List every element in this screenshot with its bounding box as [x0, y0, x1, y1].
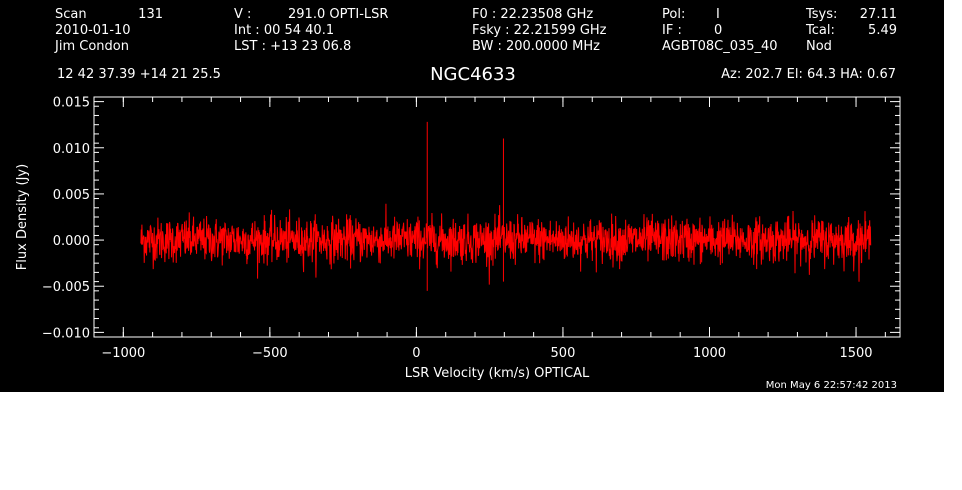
- integration-time: Int : 00 54 40.1: [234, 23, 334, 38]
- y-tick-label: −0.005: [42, 280, 90, 295]
- lst-value: LST : +13 23 06.8: [234, 39, 351, 54]
- if-label: IF :: [662, 23, 682, 38]
- x-tick-label: 500: [551, 346, 576, 361]
- x-axis: −1000 −500 0 500 1000 1500: [93, 97, 886, 361]
- spectrum-series: [140, 121, 872, 291]
- rest-frequency: F0 : 22.23508 GHz: [472, 7, 593, 22]
- scan-number: 131: [138, 7, 163, 22]
- tcal-label: Tcal:: [805, 23, 835, 38]
- project-id: AGBT08C_035_40: [662, 39, 778, 54]
- y-axis-label: Flux Density (Jy): [15, 164, 30, 270]
- y-tick-label: 0.000: [53, 234, 90, 249]
- spectrum-plot: Scan 131 2010-01-10 Jim Condon V : 291.0…: [15, 7, 901, 391]
- y-tick-label: 0.005: [53, 188, 90, 203]
- scan-label: Scan: [55, 7, 87, 22]
- plot-timestamp: Mon May 6 22:57:42 2013: [766, 380, 897, 391]
- tsys-label: Tsys:: [805, 7, 837, 22]
- x-tick-label: 1500: [839, 346, 872, 361]
- pol-value: I: [716, 7, 720, 22]
- chart-title: NGC4633: [430, 64, 516, 85]
- velocity-value: 291.0 OPTI-LSR: [288, 7, 388, 22]
- velocity-label: V :: [234, 7, 251, 22]
- observer-name: Jim Condon: [54, 39, 129, 54]
- y-tick-label: 0.010: [53, 142, 90, 157]
- y-tick-label: −0.010: [42, 326, 90, 341]
- tsys-value: 27.11: [860, 7, 897, 22]
- az-el-ha: Az: 202.7 El: 64.3 HA: 0.67: [721, 67, 896, 82]
- x-tick-label: 1000: [693, 346, 726, 361]
- tcal-value: 5.49: [868, 23, 897, 38]
- y-tick-label: 0.015: [53, 96, 90, 111]
- switching-mode: Nod: [806, 39, 832, 54]
- x-axis-label: LSR Velocity (km/s) OPTICAL: [405, 366, 590, 381]
- plot-frame: [93, 96, 901, 338]
- x-tick-label: 0: [412, 346, 420, 361]
- x-tick-label: −1000: [101, 346, 145, 361]
- y-axis: −0.010 −0.005 0.000 0.005 0.010 0.015: [42, 96, 900, 341]
- if-value: 0: [714, 23, 722, 38]
- source-coordinates: 12 42 37.39 +14 21 25.5: [57, 67, 221, 82]
- x-tick-label: −500: [252, 346, 288, 361]
- bandwidth: BW : 200.0000 MHz: [472, 39, 600, 54]
- pol-label: Pol:: [662, 7, 685, 22]
- sky-frequency: Fsky : 22.21599 GHz: [472, 23, 607, 38]
- observation-date: 2010-01-10: [55, 23, 131, 38]
- spectrum-plot-window: Scan 131 2010-01-10 Jim Condon V : 291.0…: [0, 0, 944, 392]
